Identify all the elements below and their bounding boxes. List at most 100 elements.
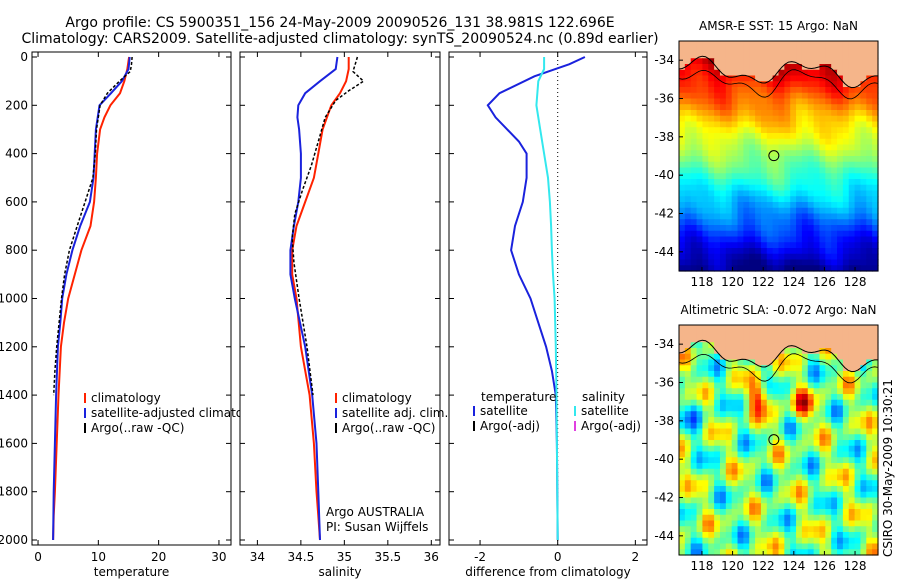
map-cell	[731, 514, 739, 522]
map-cell	[842, 219, 850, 226]
map-cell	[790, 532, 797, 539]
x-tick-label: -2	[474, 550, 486, 564]
map-cell	[731, 248, 739, 255]
map-cell	[737, 150, 744, 157]
map-cell	[796, 491, 803, 499]
map-cell	[708, 457, 715, 464]
map-cell	[725, 98, 733, 105]
map-cell	[796, 230, 803, 238]
map-cell	[702, 491, 709, 499]
map-cell	[679, 417, 686, 424]
map-cell	[807, 150, 815, 157]
map-cell	[749, 81, 756, 88]
map-cell	[860, 127, 867, 134]
map-cell	[807, 87, 815, 94]
map-cell	[731, 503, 739, 510]
map-cell	[790, 248, 797, 255]
map-cell	[772, 382, 780, 389]
map-cell	[679, 440, 686, 447]
map-cell	[837, 399, 844, 407]
map-cell	[842, 457, 850, 464]
map-cell	[796, 509, 803, 516]
map-cell	[679, 161, 686, 169]
map-cell	[696, 405, 704, 412]
map-cell	[690, 207, 698, 215]
map-cell	[790, 325, 797, 332]
map-cell	[679, 236, 686, 243]
map-cell	[837, 69, 844, 77]
map-cell	[866, 190, 873, 197]
map-cell	[860, 371, 867, 378]
map-cell	[737, 115, 744, 123]
map-cell	[708, 330, 715, 338]
map-cell	[731, 138, 739, 146]
map-cell	[760, 509, 768, 516]
map-cell	[819, 520, 826, 527]
map-cell	[772, 526, 780, 533]
map-cell	[708, 417, 715, 424]
map-cell	[766, 336, 774, 343]
map-cell	[679, 121, 686, 128]
map-cell	[696, 365, 704, 372]
map-cell	[702, 98, 709, 105]
legend-label: Argo(..raw -QC)	[342, 421, 435, 435]
map-cell	[731, 509, 739, 516]
map-cell	[714, 371, 721, 378]
map-cell	[790, 376, 797, 384]
map-cell	[854, 428, 862, 435]
map-cell	[708, 219, 715, 226]
x-axis-label: salinity	[318, 565, 361, 579]
map-cell	[749, 253, 756, 261]
map-cell	[784, 259, 791, 266]
map-cell	[679, 144, 686, 151]
map-cell	[743, 179, 750, 186]
map-cell	[766, 549, 774, 556]
map-cell	[690, 133, 698, 140]
map-cell	[778, 58, 785, 65]
map-cell	[848, 41, 856, 48]
map-cell	[702, 184, 709, 192]
map-cell	[819, 348, 826, 355]
map-cell	[679, 325, 686, 332]
map-cell	[807, 514, 815, 522]
map-cell	[784, 543, 791, 550]
map-cell	[696, 526, 704, 533]
map-cell	[807, 115, 815, 123]
map-cell	[772, 179, 780, 186]
map-cell	[760, 121, 768, 128]
map-cell	[708, 526, 715, 533]
map-cell	[801, 46, 809, 54]
map-cell	[772, 98, 780, 105]
map-cell	[784, 480, 791, 487]
map-cell	[872, 138, 879, 146]
map-cell	[684, 330, 692, 338]
map-cell	[831, 445, 838, 453]
map-cell	[772, 376, 780, 384]
map-cell	[866, 184, 873, 192]
map-cell	[854, 138, 862, 146]
map-cell	[866, 265, 873, 272]
map-cell	[743, 207, 750, 215]
map-cell	[778, 422, 785, 430]
map-cell	[807, 491, 815, 499]
map-cell	[860, 445, 867, 453]
map-cell	[679, 265, 686, 272]
map-cell	[831, 353, 838, 361]
map-cell	[854, 98, 862, 105]
map-cell	[714, 225, 721, 232]
map-cell	[778, 115, 785, 123]
map-cell	[760, 422, 768, 430]
map-cell	[790, 196, 797, 203]
map-cell	[684, 150, 692, 157]
map-cell	[749, 190, 756, 197]
map-cell	[743, 451, 750, 458]
map-cell	[784, 190, 791, 197]
map-cell	[784, 457, 791, 464]
map-cell	[796, 98, 803, 105]
map-cell	[831, 225, 838, 232]
map-cell	[831, 325, 838, 332]
map-cell	[837, 161, 844, 169]
map-cell	[749, 520, 756, 527]
map-cell	[690, 474, 698, 481]
